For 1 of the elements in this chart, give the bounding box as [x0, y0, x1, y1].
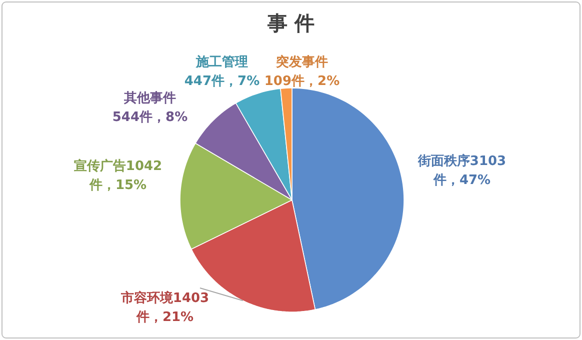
- title: 事 件: [268, 11, 314, 35]
